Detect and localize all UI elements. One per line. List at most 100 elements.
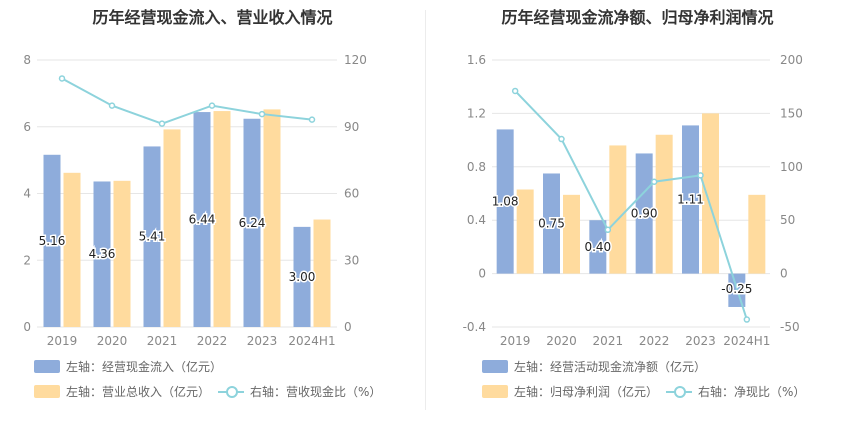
ratio-line	[514, 90, 748, 320]
bar-series-2	[213, 111, 231, 327]
y-left-tick-label: 0	[478, 267, 486, 281]
legend-swatch-orange	[482, 385, 508, 398]
ratio-point	[697, 172, 704, 179]
y-right-tick-label: 150	[780, 106, 803, 120]
legend-swatch-line	[218, 385, 244, 398]
x-tick-label: 2023	[685, 334, 716, 348]
y-left-tick-label: 0.4	[467, 213, 486, 227]
y-right-tick-label: 100	[780, 160, 803, 174]
bar-series-2	[748, 194, 766, 274]
ratio-point	[511, 87, 519, 95]
y-right-tick-label: 0	[780, 267, 788, 281]
ratio-point	[604, 226, 612, 234]
y-left-tick-label: 0.8	[467, 160, 486, 174]
x-tick-label: 2019	[47, 334, 78, 348]
x-tick-label: 2022	[197, 334, 228, 348]
legend-label: 左轴：营业总收入（亿元）	[66, 385, 211, 399]
bar-series-2	[609, 145, 627, 274]
y-right-tick-label: 30	[344, 253, 359, 267]
bar-series-1	[589, 220, 607, 274]
bar-data-label: 6.24	[239, 216, 266, 230]
ratio-point	[58, 75, 66, 82]
ratio-point	[108, 102, 116, 109]
y-left-tick-label: 2	[23, 253, 31, 267]
bar-series-1	[635, 153, 653, 274]
y-left-tick-label: 8	[23, 53, 31, 67]
bar-series-1	[682, 125, 699, 274]
x-tick-label: 2020	[546, 334, 577, 348]
ratio-point	[743, 316, 751, 323]
chart-plot: -0.4 0 0.4 0.8 1.2 1.6 -50 0 50 100 150 200 2019 2020…	[463, 53, 803, 348]
bar-series-1	[43, 154, 61, 327]
ratio-point	[308, 116, 316, 123]
y-left-tick-label: 4	[23, 187, 31, 201]
y-right-tick-label: 60	[344, 187, 359, 201]
bar-series-2	[655, 134, 673, 274]
ratio-point	[258, 110, 266, 118]
bar-data-label: 5.41	[139, 230, 166, 244]
legend-swatch-blue	[34, 360, 60, 373]
bar-data-label: 5.16	[39, 234, 66, 248]
bar-series-2	[63, 172, 81, 327]
y-left-tick-label: -0.4	[463, 320, 486, 334]
bar-series-1	[93, 181, 111, 327]
legend-swatch-line	[666, 385, 692, 398]
bar-series-1	[243, 118, 261, 328]
ratio-point	[208, 102, 216, 109]
bar-data-label: 0.90	[631, 207, 658, 221]
legend-label: 左轴：经营活动现金流净额（亿元）	[514, 360, 707, 374]
ratio-point	[650, 178, 658, 186]
bar-data-label: 0.75	[538, 217, 565, 231]
y-right-tick-label: 90	[344, 120, 359, 134]
legend-label: 左轴：归母净利润（亿元）	[514, 385, 659, 399]
x-tick-label: 2021	[593, 334, 624, 348]
y-left-tick-label: 6	[23, 120, 31, 134]
y-right-tick-label: 0	[344, 320, 352, 334]
bar-data-label: -0.25	[721, 282, 752, 296]
panel-divider	[425, 10, 426, 410]
x-tick-label: 2024H1	[288, 334, 335, 348]
legend-item-revenue[interactable]: 左轴：营业总收入（亿元）	[34, 383, 210, 400]
y-right-tick-label: 200	[780, 53, 803, 67]
y-left-tick-label: 1.2	[467, 106, 486, 120]
bar-series-1	[496, 129, 514, 274]
legend-item-cash-inflow[interactable]: 左轴：经营现金流入（亿元）	[34, 358, 222, 375]
bar-series-2	[563, 194, 580, 274]
y-left-tick-label: 0	[23, 320, 31, 334]
bar-data-label: 1.08	[492, 195, 519, 209]
bar-series-1	[293, 226, 311, 327]
chart-plot: 0 2 4 6 8 0 30 60 90 120 2019 2020 2021 2022 2023 2024H…	[23, 53, 367, 348]
chart-title: 历年经营现金流净额、归母净利润情况	[501, 8, 774, 27]
chart-panel-net-cash: 历年经营现金流净额、归母净利润情况 -0.4 0 0.4 0.8 1.2 1.6 -50 0 5…	[425, 0, 850, 437]
bar-data-label: 3.00	[289, 270, 316, 284]
legend-item-ratio[interactable]: 右轴：营收现金比（%）	[218, 383, 381, 400]
legend-item-net-cash[interactable]: 左轴：经营活动现金流净额（亿元）	[482, 358, 706, 375]
legend-label: 左轴：经营现金流入（亿元）	[66, 360, 223, 374]
chart-title: 历年经营现金流入、营业收入情况	[92, 8, 333, 27]
chart-panel-cash-inflow: 历年经营现金流入、营业收入情况 0 2 4 6 8 0 30 60 90 120 2019 2020 2…	[23, 8, 381, 400]
y-right-tick-label: 120	[344, 53, 367, 67]
ratio-line	[61, 77, 313, 125]
x-tick-label: 2022	[639, 334, 670, 348]
x-tick-label: 2024H1	[723, 334, 770, 348]
bar-data-label: 0.40	[584, 240, 611, 254]
legend-item-ratio[interactable]: 右轴：净现比（%）	[666, 383, 805, 400]
legend-swatch-orange	[34, 385, 60, 398]
bar-data-label: 4.36	[89, 247, 116, 261]
bar-series-2	[113, 180, 131, 327]
bar-data-label: 6.44	[189, 213, 216, 227]
bar-series-1	[543, 173, 560, 274]
legend-item-net-profit[interactable]: 左轴：归母净利润（亿元）	[482, 383, 658, 400]
x-tick-label: 2019	[500, 334, 531, 348]
bar-series-2	[516, 189, 534, 274]
bar-series-2	[702, 113, 719, 274]
x-tick-label: 2020	[97, 334, 128, 348]
bar-series-2	[163, 129, 181, 327]
legend-label: 右轴：净现比（%）	[698, 385, 806, 399]
legend-label: 右轴：营收现金比（%）	[250, 385, 382, 399]
ratio-point	[158, 120, 166, 127]
y-right-tick-label: 50	[780, 213, 795, 227]
bar-series-2	[313, 219, 331, 327]
y-right-tick-label: -50	[780, 320, 800, 334]
legend-swatch-blue	[482, 360, 508, 373]
